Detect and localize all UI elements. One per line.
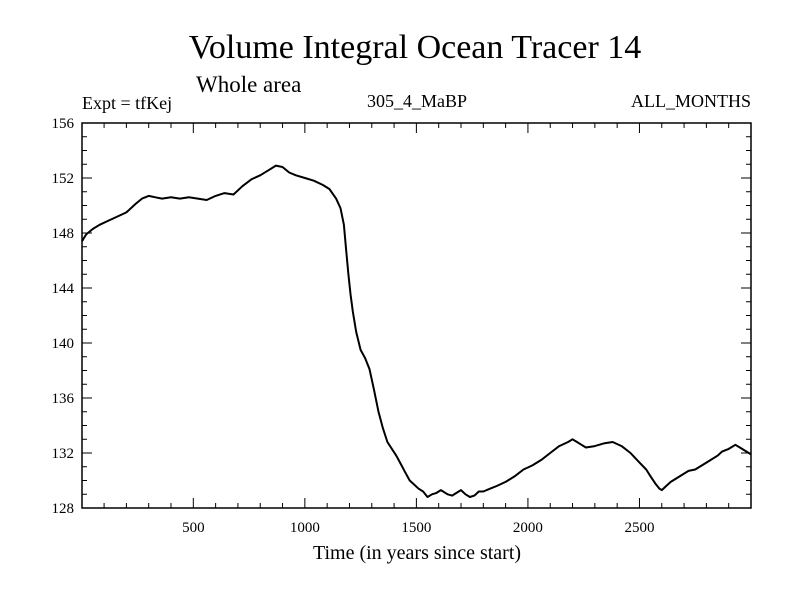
axis-ticks	[82, 122, 751, 509]
y-tick-label: 132	[52, 446, 75, 462]
x-tick-label: 1500	[401, 520, 431, 536]
experiment-label: Expt = tfKej	[82, 93, 172, 113]
y-tick-label: 144	[52, 281, 75, 297]
series-line	[81, 164, 752, 498]
x-tick-label: 2000	[513, 520, 543, 536]
x-tick-label: 2500	[624, 520, 654, 536]
chart-subtitle: Whole area	[196, 72, 301, 97]
plot-frame	[81, 122, 752, 509]
y-tick-label: 152	[52, 171, 75, 187]
x-tick-label: 1000	[290, 520, 320, 536]
months-label: ALL_MONTHS	[631, 91, 751, 111]
y-tick-label: 156	[52, 116, 75, 132]
period-label: 305_4_MaBP	[367, 91, 467, 111]
chart-title: Volume Integral Ocean Tracer 14	[189, 29, 642, 66]
y-tick-label: 148	[52, 226, 75, 242]
y-tick-label: 128	[52, 501, 75, 517]
tick-labels: 500 1000 1500 2000 2500 128 132 136 140 144 148 152…	[52, 116, 655, 536]
x-axis-label: Time (in years since start)	[313, 542, 521, 564]
y-tick-label: 136	[52, 391, 75, 407]
x-tick-label: 500	[182, 520, 205, 536]
y-tick-label: 140	[52, 336, 75, 352]
